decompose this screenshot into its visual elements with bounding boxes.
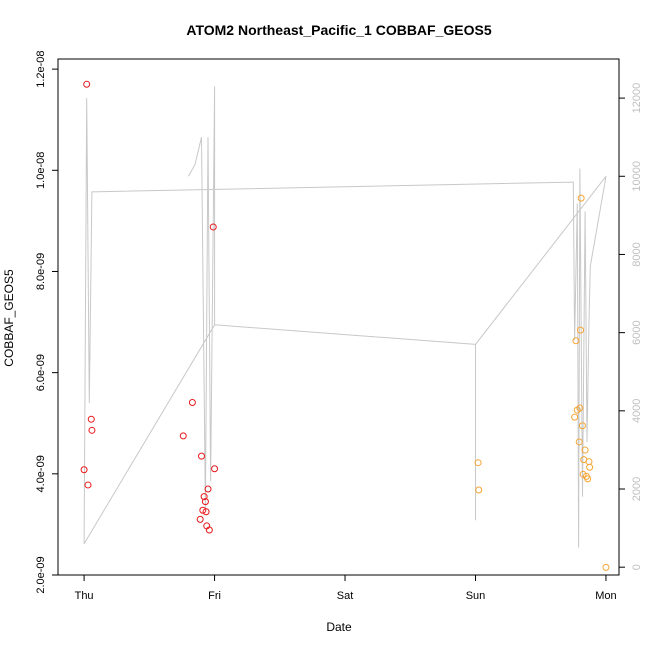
point-red-6 <box>188 398 196 406</box>
point-red-8 <box>198 452 206 460</box>
y2-tick-label-4: 8000 <box>631 242 643 266</box>
point-red-17 <box>211 465 219 473</box>
y2-tick-label-0: 0 <box>631 564 643 570</box>
point-orange-0 <box>474 459 482 467</box>
y-tick-label-4: 1.0e-08 <box>35 152 47 189</box>
points-layer <box>80 80 610 571</box>
point-red-4 <box>88 426 96 434</box>
point-red-7 <box>196 515 204 523</box>
x-tick-label-3: Sun <box>466 590 486 602</box>
chart-title: ATOM2 Northeast_Pacific_1 COBBAF_GEOS5 <box>186 22 491 38</box>
point-orange-16 <box>586 463 594 471</box>
point-red-3 <box>87 415 95 423</box>
x-axis: Thu Fri Sat Sun Mon <box>75 575 617 602</box>
y2-tick-label-5: 10000 <box>631 161 643 192</box>
point-red-1 <box>83 80 91 88</box>
point-orange-15 <box>585 458 593 466</box>
point-orange-1 <box>475 486 483 494</box>
point-red-5 <box>179 432 187 440</box>
y2-tick-label-3: 6000 <box>631 320 643 344</box>
plot-frame <box>57 58 620 576</box>
y-axis-right: 0 2000 4000 6000 8000 10000 12000 <box>619 83 643 570</box>
point-orange-8 <box>577 194 585 202</box>
point-orange-17 <box>602 563 610 571</box>
y-tick-label-5: 1.2e-08 <box>35 50 47 87</box>
point-red-9 <box>199 506 207 514</box>
point-orange-9 <box>578 422 586 430</box>
y2-tick-label-1: 2000 <box>631 477 643 501</box>
point-red-15 <box>205 526 213 534</box>
point-orange-3 <box>572 337 580 345</box>
point-red-0 <box>80 466 88 474</box>
point-orange-2 <box>571 413 579 421</box>
x-tick-label-0: Thu <box>75 590 94 602</box>
y2-tick-label-2: 4000 <box>631 399 643 423</box>
altitude-line <box>83 86 607 548</box>
point-red-11 <box>201 498 209 506</box>
point-red-10 <box>200 493 208 501</box>
point-red-14 <box>204 485 212 493</box>
point-red-16 <box>209 223 217 231</box>
x-axis-label: Date <box>326 620 352 634</box>
y-axis-left: 2.0e-09 4.0e-09 6.0e-09 8.0e-09 1.0e-08 1.2e-… <box>35 50 58 594</box>
point-orange-14 <box>584 475 592 483</box>
point-orange-5 <box>575 438 583 446</box>
x-tick-label-4: Mon <box>595 590 616 602</box>
point-orange-6 <box>576 404 584 412</box>
y-tick-label-1: 4.0e-09 <box>35 455 47 492</box>
point-red-2 <box>84 481 92 489</box>
y-axis-label: COBBAF_GEOS5 <box>2 269 16 367</box>
point-orange-7 <box>577 326 585 334</box>
x-tick-label-2: Sat <box>337 590 354 602</box>
point-red-12 <box>202 508 210 516</box>
y2-tick-label-6: 12000 <box>631 83 643 114</box>
y-tick-label-2: 6.0e-09 <box>35 354 47 391</box>
y-tick-label-3: 8.0e-09 <box>35 253 47 290</box>
altitude-line-layer <box>83 86 607 548</box>
point-orange-12 <box>581 446 589 454</box>
y-tick-label-0: 2.0e-09 <box>35 556 47 593</box>
x-tick-label-1: Fri <box>208 590 221 602</box>
